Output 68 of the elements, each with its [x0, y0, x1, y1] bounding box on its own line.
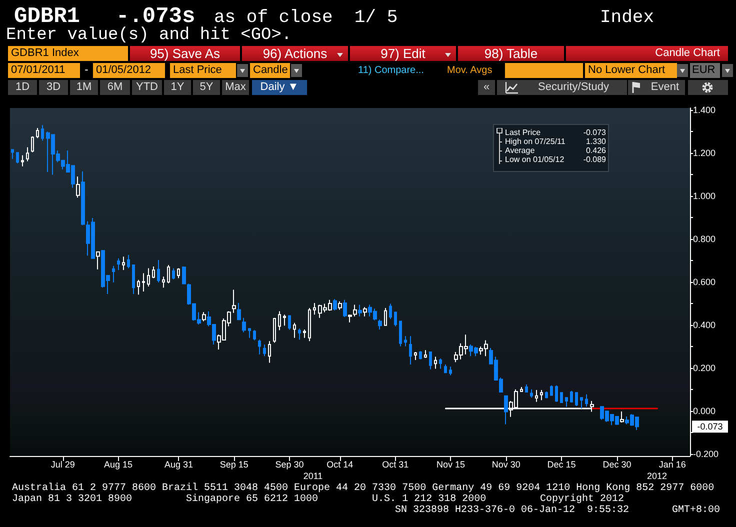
x-tick-label: Jul 29: [50, 460, 75, 470]
x-tick-label: Sep 15: [220, 460, 248, 470]
chart-subtitle: Enter value(s) and hit <GO>.: [6, 26, 292, 45]
annotation: 1.330: [586, 137, 606, 146]
y-tick-label: 0.200: [693, 362, 716, 373]
text: Mov. Avgs: [447, 64, 494, 78]
text: 98) Table: [458, 46, 564, 61]
annotation: Last Price: [505, 128, 542, 138]
x-tick-label: Aug 31: [164, 460, 194, 470]
text: Max: [222, 80, 249, 95]
text: 96) Actions: [242, 46, 348, 61]
text: Event: [645, 80, 685, 95]
y-tick-label: -0.200: [693, 448, 719, 459]
chart-title: GDBR1: [14, 4, 80, 29]
annotation: 0.426: [584, 146, 606, 156]
annotation: -0.073: [582, 128, 606, 138]
text: as of close 1/ 5: [214, 7, 399, 28]
text: YTD: [132, 80, 162, 95]
text: EUR: [690, 63, 720, 78]
x-tick-label: Oct 14: [326, 460, 354, 470]
text: 97) Edit: [350, 46, 456, 61]
text: 2011: [302, 470, 324, 481]
y-tick-label: 0.000: [693, 406, 716, 416]
y-tick-label: 1.400: [693, 105, 716, 116]
annotation: Average: [505, 146, 536, 156]
text: SN 323898 H233-376-0 06-Jan-12 9:55:32: [395, 505, 630, 516]
y-tick-label: 1.200: [693, 148, 716, 158]
annotation: -0.073: [697, 422, 723, 432]
y-tick-label: 0.400: [693, 320, 716, 330]
text: Japan 81 3 3201 8900 Singapore 65 6212 1000 U.S. 1 212 318 2000: [12, 494, 488, 505]
text: Security/Study: [522, 80, 625, 95]
text: 6M: [100, 80, 130, 95]
annotation: -0.089: [582, 155, 606, 165]
annotation: Low on 01/05/12: [505, 155, 565, 165]
x-tick-label: Nov 30: [492, 460, 520, 470]
x-tick-label: Sep 30: [275, 460, 304, 470]
x-tick-label: Dec 30: [602, 460, 632, 470]
text: GMT+8:00: [672, 505, 722, 516]
text: 1M: [70, 80, 98, 95]
text: Daily ▼: [252, 80, 307, 95]
x-tick-label: Nov 15: [436, 460, 466, 470]
text: 1D: [8, 80, 37, 95]
text: Candle: [250, 63, 290, 78]
y-tick-label: 0.800: [693, 234, 716, 244]
text: Candle Chart: [566, 46, 728, 61]
text: «: [478, 80, 495, 95]
y-tick-label: 1.000: [693, 191, 716, 202]
text: 2012: [646, 470, 668, 481]
x-tick-label: Jan 16: [658, 460, 686, 470]
text: Last Price: [170, 63, 236, 78]
text: 1Y: [164, 80, 191, 95]
text: Australia 61 2 9777 8600 Brazil 5511 3048 4500 Europe 44 20 7330 7500 Germany 49 69 9204 1210 Hong Kong 852 2977 6000: [12, 483, 716, 494]
text: 3D: [39, 80, 68, 95]
y-tick-label: 0.600: [693, 277, 716, 287]
annotation: High on 07/25/11: [505, 137, 566, 147]
text: No Lower Chart: [585, 63, 677, 78]
x-tick-label: Oct 31: [382, 460, 409, 470]
text: 01/05/2012: [93, 63, 165, 78]
text: 95) Save As: [130, 46, 240, 61]
text: 5Y: [193, 80, 220, 95]
x-tick-label: Aug 15: [104, 460, 133, 470]
text: Index: [600, 7, 656, 29]
text: -: [84, 63, 90, 78]
x-tick-label: Dec 15: [547, 460, 576, 470]
text: Copyright 2012: [540, 494, 626, 505]
text: 11) Compare...: [358, 64, 425, 78]
text: 07/01/2011: [8, 63, 80, 78]
text: GDBR1 Index: [8, 46, 128, 61]
